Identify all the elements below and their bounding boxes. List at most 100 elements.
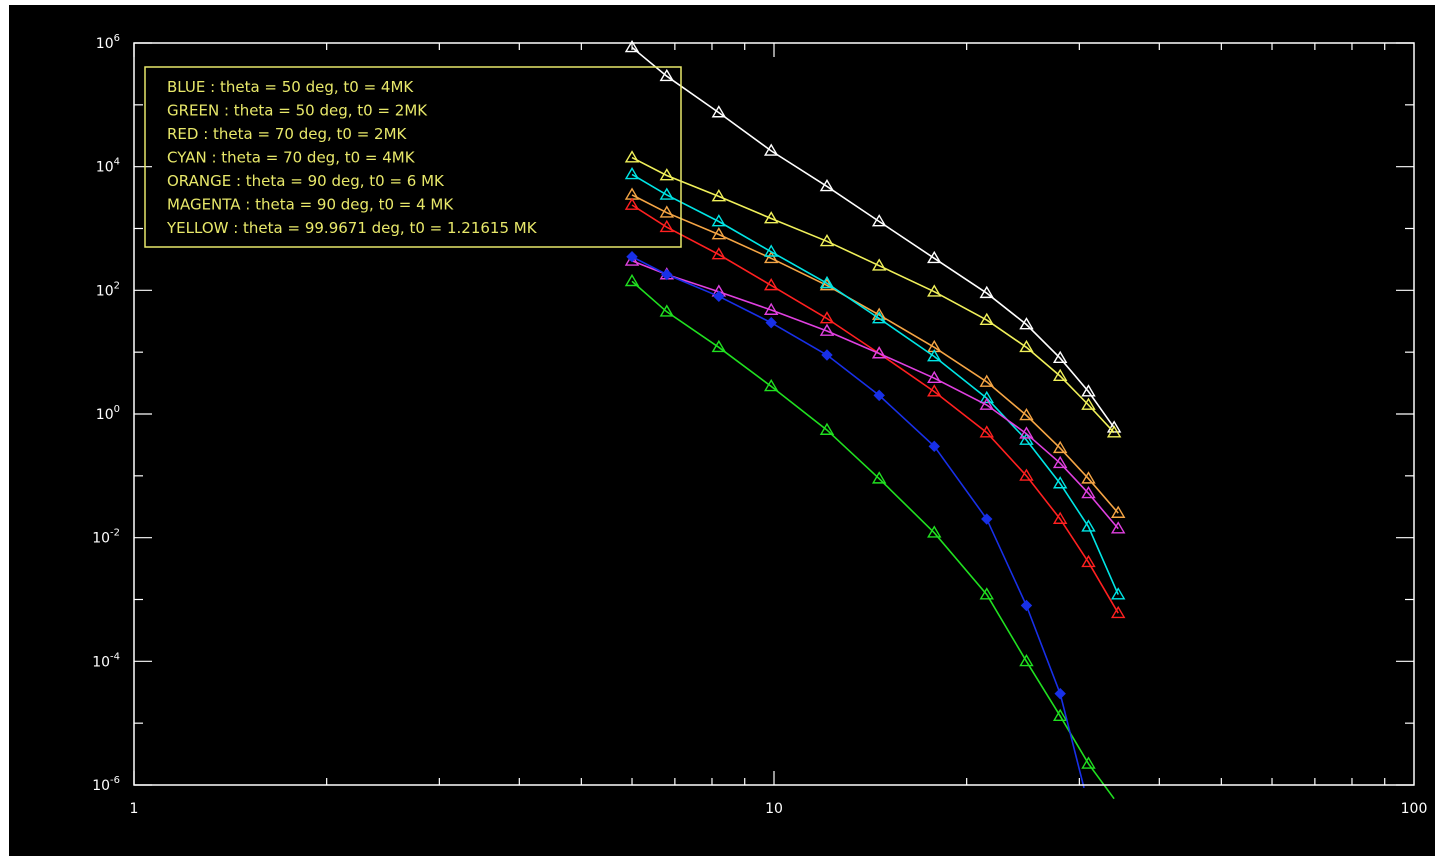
data-point	[871, 346, 887, 359]
series-1	[624, 150, 1122, 438]
data-point	[1052, 476, 1068, 489]
data-point	[1081, 397, 1096, 410]
data-point	[979, 397, 994, 410]
data-point	[1019, 317, 1034, 330]
data-point	[927, 370, 942, 384]
log-log-chart: 1 10 100 106 104 102 100 10-2 10-4 10-6 BLUE : th…	[92, 33, 1427, 817]
data-point	[927, 525, 942, 538]
data-point	[1081, 384, 1096, 397]
y-tick-label: 106	[96, 33, 120, 52]
series-3	[624, 167, 1126, 600]
data-point	[1110, 505, 1126, 518]
data-point	[979, 285, 994, 299]
data-point	[1019, 407, 1034, 421]
series-line	[631, 173, 1119, 595]
series-line	[631, 204, 1119, 614]
data-point	[624, 150, 640, 163]
data-point	[1081, 756, 1096, 769]
data-point	[763, 250, 779, 264]
data-point	[624, 167, 640, 180]
legend-entry: ORANGE : theta = 90 deg, t0 = 6 MK	[167, 172, 445, 190]
data-point	[763, 211, 779, 224]
legend-entry: CYAN : theta = 70 deg, t0 = 4MK	[167, 149, 416, 167]
data-point	[873, 389, 885, 402]
data-point	[1106, 425, 1122, 438]
data-point	[979, 587, 994, 600]
series-5	[624, 253, 1126, 534]
y-tick-label: 10-6	[92, 775, 120, 794]
data-point	[871, 311, 887, 324]
data-point	[711, 214, 727, 227]
series-line	[631, 255, 1085, 788]
data-point	[659, 205, 675, 218]
data-point	[819, 323, 835, 336]
data-point	[711, 339, 727, 353]
data-point	[711, 227, 727, 240]
x-tick-label: 10	[765, 801, 783, 817]
data-point	[1019, 653, 1034, 667]
data-point	[928, 440, 940, 453]
data-point	[1019, 339, 1034, 353]
data-point	[763, 143, 779, 156]
legend: BLUE : theta = 50 deg, t0 = 4MK GREEN : t…	[144, 66, 682, 248]
data-point	[763, 378, 779, 392]
series-line	[631, 194, 1119, 514]
data-point	[624, 253, 640, 266]
data-point	[713, 290, 725, 303]
data-point	[659, 168, 675, 181]
data-point	[763, 278, 779, 291]
data-point	[1110, 587, 1126, 600]
data-point	[979, 374, 994, 387]
tick-layer: 1 10 100 106 104 102 100 10-2 10-4 10-6	[92, 33, 1427, 817]
data-point	[1052, 368, 1068, 382]
data-point	[871, 471, 887, 484]
data-point	[626, 250, 638, 263]
series-7	[626, 250, 1085, 788]
series-layer	[624, 39, 1126, 800]
data-point	[927, 284, 942, 297]
x-tick-label: 100	[1401, 801, 1428, 817]
data-point	[659, 68, 675, 82]
data-point	[1110, 605, 1126, 619]
legend-entry: BLUE : theta = 50 deg, t0 = 4MK	[167, 78, 414, 96]
data-point	[871, 258, 887, 271]
legend-entry: MAGENTA : theta = 90 deg, t0 = 4 MK	[167, 196, 454, 214]
legend-entry: GREEN : theta = 50 deg, t0 = 2MK	[167, 102, 428, 120]
data-point	[659, 304, 675, 317]
series-0	[624, 39, 1122, 433]
data-point	[819, 422, 835, 435]
data-point	[711, 247, 727, 260]
data-point	[819, 311, 835, 324]
data-point	[763, 302, 779, 315]
data-point	[927, 250, 942, 264]
data-point	[1081, 554, 1096, 568]
series-line	[631, 46, 1115, 429]
data-point	[981, 513, 993, 525]
series-6	[624, 273, 1115, 800]
data-point	[624, 197, 640, 210]
data-point	[1054, 687, 1066, 700]
data-point	[871, 214, 887, 227]
data-point	[711, 105, 727, 118]
data-point	[1052, 440, 1068, 454]
y-tick-label: 100	[96, 404, 120, 423]
y-tick-label: 104	[96, 157, 120, 176]
data-point	[927, 384, 942, 397]
data-point	[819, 178, 835, 192]
series-2	[624, 187, 1126, 518]
data-point	[765, 316, 777, 329]
data-point	[1052, 511, 1068, 524]
series-line	[631, 260, 1119, 530]
data-point	[979, 312, 994, 326]
data-point	[927, 349, 942, 362]
legend-box	[144, 66, 682, 248]
data-point	[763, 244, 779, 257]
x-tick-label: 1	[130, 801, 139, 817]
data-point	[1110, 521, 1126, 534]
data-point	[659, 187, 675, 200]
data-point	[624, 39, 640, 53]
series-4	[624, 197, 1126, 619]
data-point	[659, 219, 675, 233]
legend-entry: RED : theta = 70 deg, t0 = 2MK	[167, 125, 408, 143]
data-point	[1081, 471, 1096, 484]
